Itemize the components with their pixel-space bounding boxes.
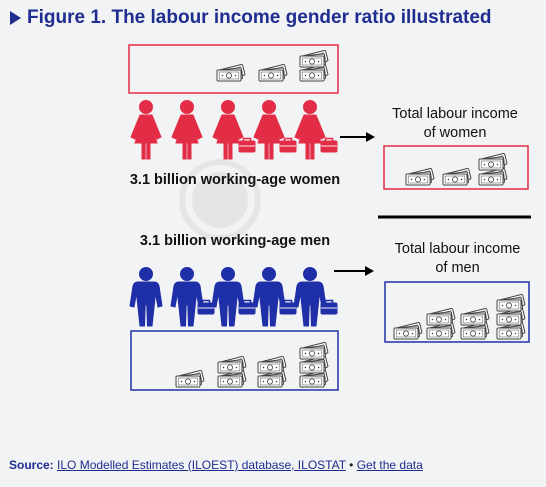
banknote-stack-icon (406, 168, 434, 185)
briefcase-icon (238, 299, 256, 315)
banknote-stack-icon (218, 356, 246, 373)
man-figure-icon (293, 267, 327, 327)
women-figures (130, 100, 338, 160)
banknote-stack-icon (300, 50, 328, 67)
banknote-stack-icon (497, 294, 525, 311)
banknote-stack-icon (427, 308, 455, 325)
figure-title-text: Figure 1. The labour income gender ratio… (27, 7, 492, 28)
banknote-stack-icon (479, 168, 507, 185)
banknote-stack-icon (217, 64, 245, 81)
women-income-box-right (383, 145, 529, 190)
men-income-box-right (384, 281, 530, 343)
men-income-label-line1: Total labour income (394, 241, 521, 257)
arrow-right-icon (334, 266, 374, 276)
men-figures (129, 267, 338, 327)
man-figure-icon (211, 267, 245, 327)
woman-figure-icon (130, 100, 162, 160)
source-label: Source: (9, 458, 54, 472)
banknote-stack-icon (300, 342, 328, 359)
briefcase-icon (320, 137, 338, 153)
banknote-stack-icon (479, 153, 507, 170)
banknote-stack-icon (259, 64, 287, 81)
arrow-right-icon (340, 132, 375, 142)
banknote-stack-icon (443, 168, 471, 185)
banknote-stack-icon (461, 308, 489, 325)
women-group-label: 3.1 billion working-age women (129, 172, 341, 188)
figure-title: Figure 1. The labour income gender ratio… (10, 7, 492, 29)
men-income-box-bottom (130, 330, 339, 391)
banknote-stack-icon (394, 322, 422, 339)
briefcase-icon (238, 137, 256, 153)
get-the-data-link[interactable]: Get the data (356, 458, 423, 472)
men-income-label-line2: of men (435, 260, 480, 276)
briefcase-icon (320, 299, 338, 315)
man-figure-icon (170, 267, 204, 327)
source-database-link[interactable]: ILO Modelled Estimates (ILOEST) database… (57, 458, 346, 472)
banknote-stack-icon (258, 356, 286, 373)
women-income-label-line2: of women (423, 125, 487, 141)
briefcase-icon (279, 137, 297, 153)
women-income-label-line1: Total labour income (392, 106, 518, 122)
women-income-box-top (128, 44, 339, 94)
briefcase-icon (279, 299, 297, 315)
triangle-bullet-icon (10, 11, 21, 25)
woman-figure-icon (171, 100, 203, 160)
man-figure-icon (252, 267, 286, 327)
men-group-label: 3.1 billion working-age men (139, 233, 331, 249)
banknote-stack-icon (176, 370, 204, 387)
globe-watermark-icon (179, 159, 261, 241)
source-line: Source: ILO Modelled Estimates (ILOEST) … (9, 458, 423, 472)
source-separator: • (345, 458, 357, 472)
man-figure-icon (129, 267, 163, 327)
briefcase-icon (197, 299, 215, 315)
